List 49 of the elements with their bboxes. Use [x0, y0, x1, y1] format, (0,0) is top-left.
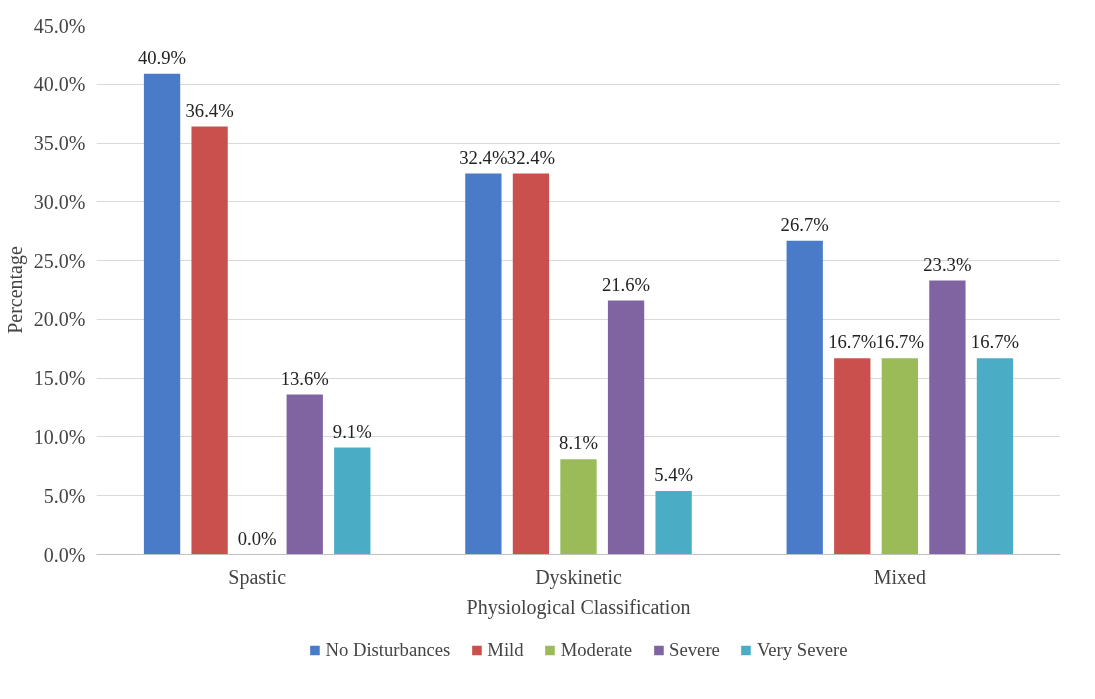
data-label: 16.7% — [970, 331, 1020, 353]
legend-label: Moderate — [560, 639, 633, 661]
bar — [191, 126, 228, 555]
y-tick-label: 30.0% — [33, 190, 86, 213]
bar — [560, 459, 597, 555]
legend-label: No Disturbances — [325, 639, 451, 661]
bar — [655, 491, 692, 555]
y-tick-label: 20.0% — [33, 308, 86, 331]
data-label: 16.7% — [875, 331, 924, 353]
x-tick-label: Dyskinetic — [535, 565, 622, 589]
bar — [512, 173, 550, 555]
bar — [834, 358, 871, 555]
data-label: 36.4% — [185, 99, 234, 121]
bar — [607, 300, 645, 555]
legend-label: Very Severe — [756, 639, 848, 661]
x-tick-label: Spastic — [228, 565, 287, 589]
bar — [929, 280, 966, 555]
bar — [334, 447, 371, 555]
data-label: 32.4% — [506, 146, 556, 168]
bar — [881, 358, 918, 555]
data-label: 23.3% — [923, 253, 972, 275]
y-tick-label: 25.0% — [33, 249, 86, 272]
y-axis-title: Percentage — [3, 246, 27, 334]
y-tick-label: 40.0% — [33, 73, 86, 96]
bar — [786, 240, 823, 555]
y-tick-label: 0.0% — [43, 543, 86, 566]
bar — [143, 73, 181, 555]
y-tick-label: 45.0% — [33, 14, 86, 37]
bar — [465, 173, 502, 555]
x-axis-title: Physiological Classification — [466, 595, 691, 619]
data-label: 13.6% — [280, 367, 329, 389]
bar — [976, 358, 1014, 555]
data-label: 26.7% — [780, 213, 829, 235]
y-tick-label: 35.0% — [33, 132, 86, 155]
y-tick-label: 5.0% — [43, 484, 86, 507]
bar — [286, 394, 323, 555]
data-label: 5.4% — [654, 464, 694, 486]
data-label: 8.1% — [559, 432, 598, 454]
data-label: 21.6% — [601, 273, 651, 295]
data-label: 32.4% — [459, 146, 508, 168]
data-label: 9.1% — [332, 420, 372, 442]
y-tick-label: 10.0% — [33, 425, 86, 448]
x-tick-label: Mixed — [873, 565, 926, 588]
data-label: 16.7% — [828, 331, 877, 353]
legend-label: Severe — [669, 639, 720, 661]
data-label: 0.0% — [237, 527, 277, 549]
y-tick-label: 15.0% — [33, 367, 86, 390]
legend-label: Mild — [487, 639, 524, 661]
data-label: 40.9% — [137, 46, 187, 68]
